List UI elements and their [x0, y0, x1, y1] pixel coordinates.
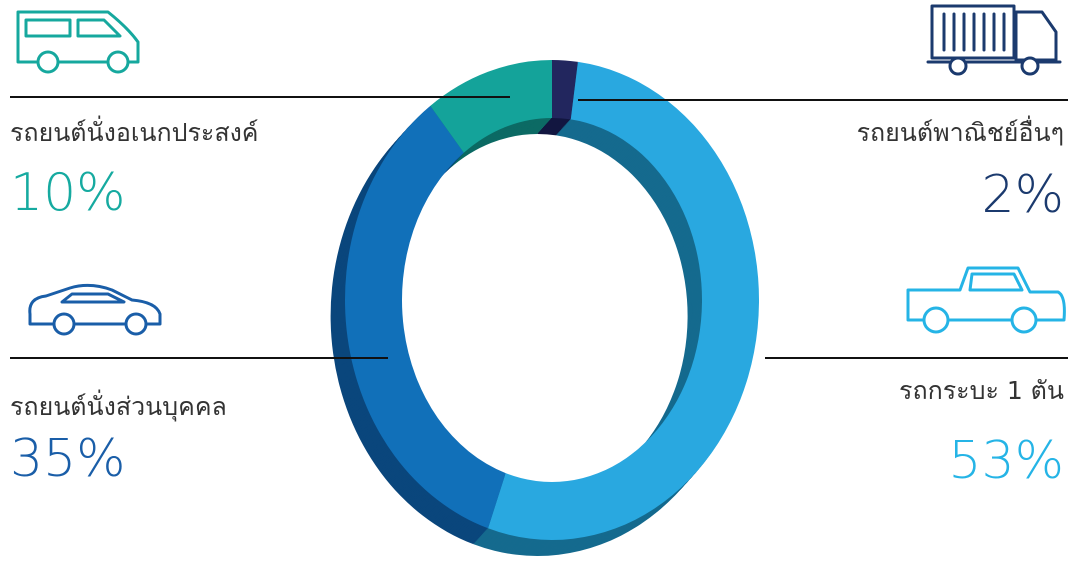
car-icon	[28, 283, 162, 336]
van-icon	[16, 10, 140, 74]
donut	[330, 60, 760, 557]
donut-segment	[430, 60, 552, 153]
value-label: 2%	[982, 165, 1065, 225]
category-label: รถกระบะ 1 ตัน	[899, 376, 1064, 405]
value-label: 10%	[10, 163, 126, 223]
category-label: รถยนต์นั่งส่วนบุคคล	[10, 389, 227, 422]
donut-segment	[345, 105, 506, 529]
truck-icon	[926, 4, 1062, 76]
donut-segment	[552, 60, 578, 120]
value-label: 35%	[10, 429, 126, 489]
category-label: รถยนต์นั่งอเนกประสงค์	[10, 115, 259, 147]
category-label: รถยนต์พาณิชย์อื่นๆ	[857, 115, 1064, 147]
pickup-icon	[906, 266, 1066, 334]
donut-segment	[488, 61, 760, 541]
value-label: 53%	[948, 431, 1064, 491]
